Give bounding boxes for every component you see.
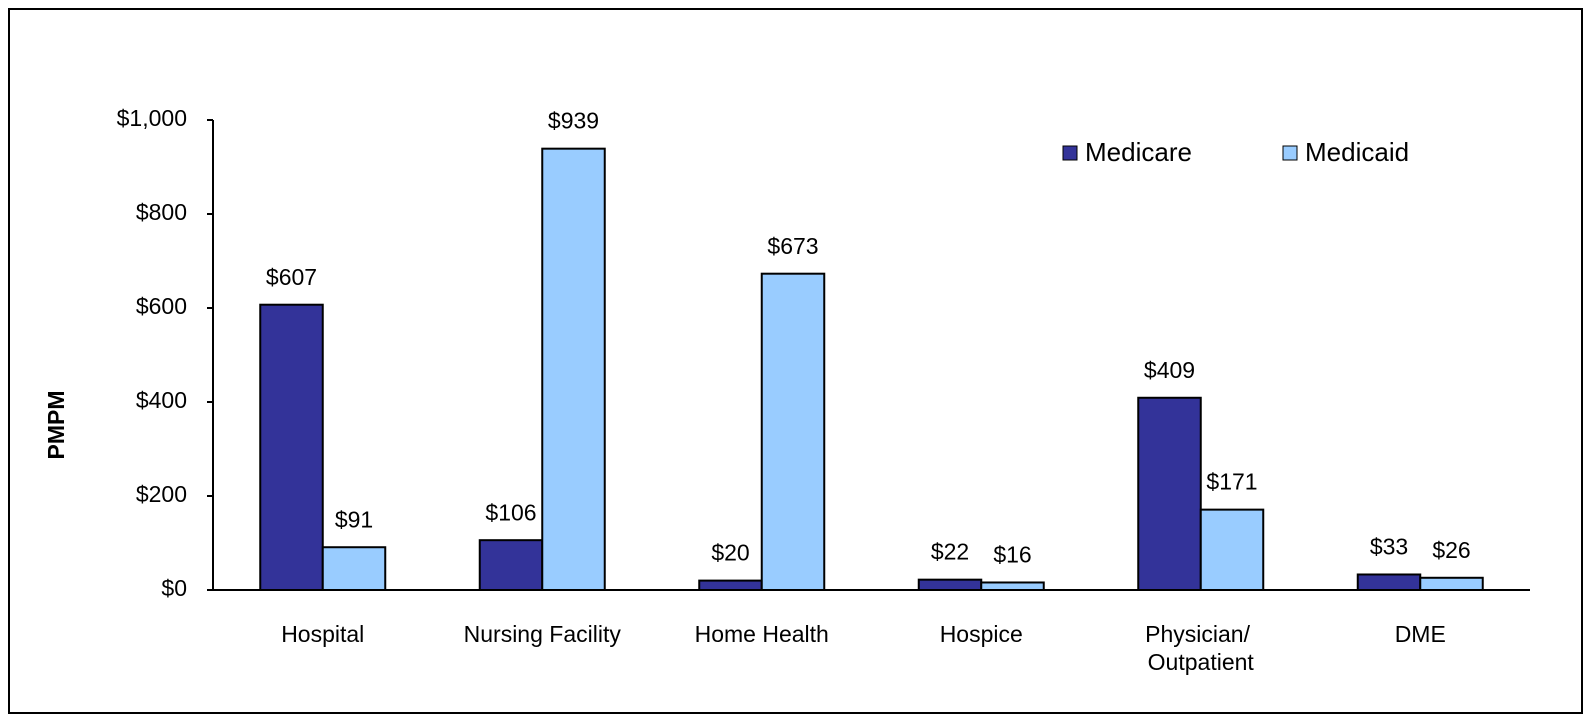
value-label: $91 bbox=[335, 506, 373, 532]
y-tick-label: $0 bbox=[161, 575, 187, 601]
value-label: $20 bbox=[711, 540, 749, 566]
bar bbox=[259, 303, 324, 591]
y-tick-label: $400 bbox=[136, 387, 187, 413]
value-label: $106 bbox=[485, 499, 536, 525]
bar bbox=[760, 272, 826, 591]
bar bbox=[698, 579, 763, 591]
y-tick-label: $600 bbox=[136, 293, 187, 319]
bar bbox=[478, 539, 544, 591]
x-tick-label: Hospice bbox=[940, 621, 1023, 647]
value-label: $16 bbox=[993, 542, 1031, 568]
y-tick-label: $1,000 bbox=[117, 105, 187, 131]
legend-label: Medicaid bbox=[1305, 137, 1409, 167]
x-tick-label: DME bbox=[1395, 621, 1446, 647]
value-label: $607 bbox=[266, 264, 317, 290]
value-label: $171 bbox=[1206, 469, 1257, 495]
bar bbox=[321, 546, 387, 591]
value-label: $33 bbox=[1370, 534, 1408, 560]
bar bbox=[1419, 576, 1484, 592]
legend-swatch bbox=[1062, 145, 1078, 161]
x-tick-label: Nursing Facility bbox=[464, 621, 622, 647]
bar bbox=[1356, 573, 1422, 591]
value-label: $409 bbox=[1144, 357, 1195, 383]
y-axis-label: PMPM bbox=[43, 391, 69, 460]
value-label: $939 bbox=[548, 108, 599, 134]
x-tick-label: Home Health bbox=[695, 621, 829, 647]
value-label: $22 bbox=[931, 539, 969, 565]
bar bbox=[980, 581, 1045, 591]
value-label: $673 bbox=[767, 233, 818, 259]
x-tick-label: Hospital bbox=[281, 621, 364, 647]
bar bbox=[1199, 508, 1265, 592]
y-tick-label: $200 bbox=[136, 481, 187, 507]
bar bbox=[541, 147, 606, 591]
value-label: $26 bbox=[1432, 537, 1470, 563]
y-tick-label: $800 bbox=[136, 199, 187, 225]
x-tick-label: Physician/ Outpatient bbox=[1145, 621, 1256, 675]
bar bbox=[917, 578, 983, 591]
bar bbox=[1137, 396, 1202, 591]
legend-swatch bbox=[1282, 145, 1298, 161]
legend-label: Medicare bbox=[1085, 137, 1192, 167]
